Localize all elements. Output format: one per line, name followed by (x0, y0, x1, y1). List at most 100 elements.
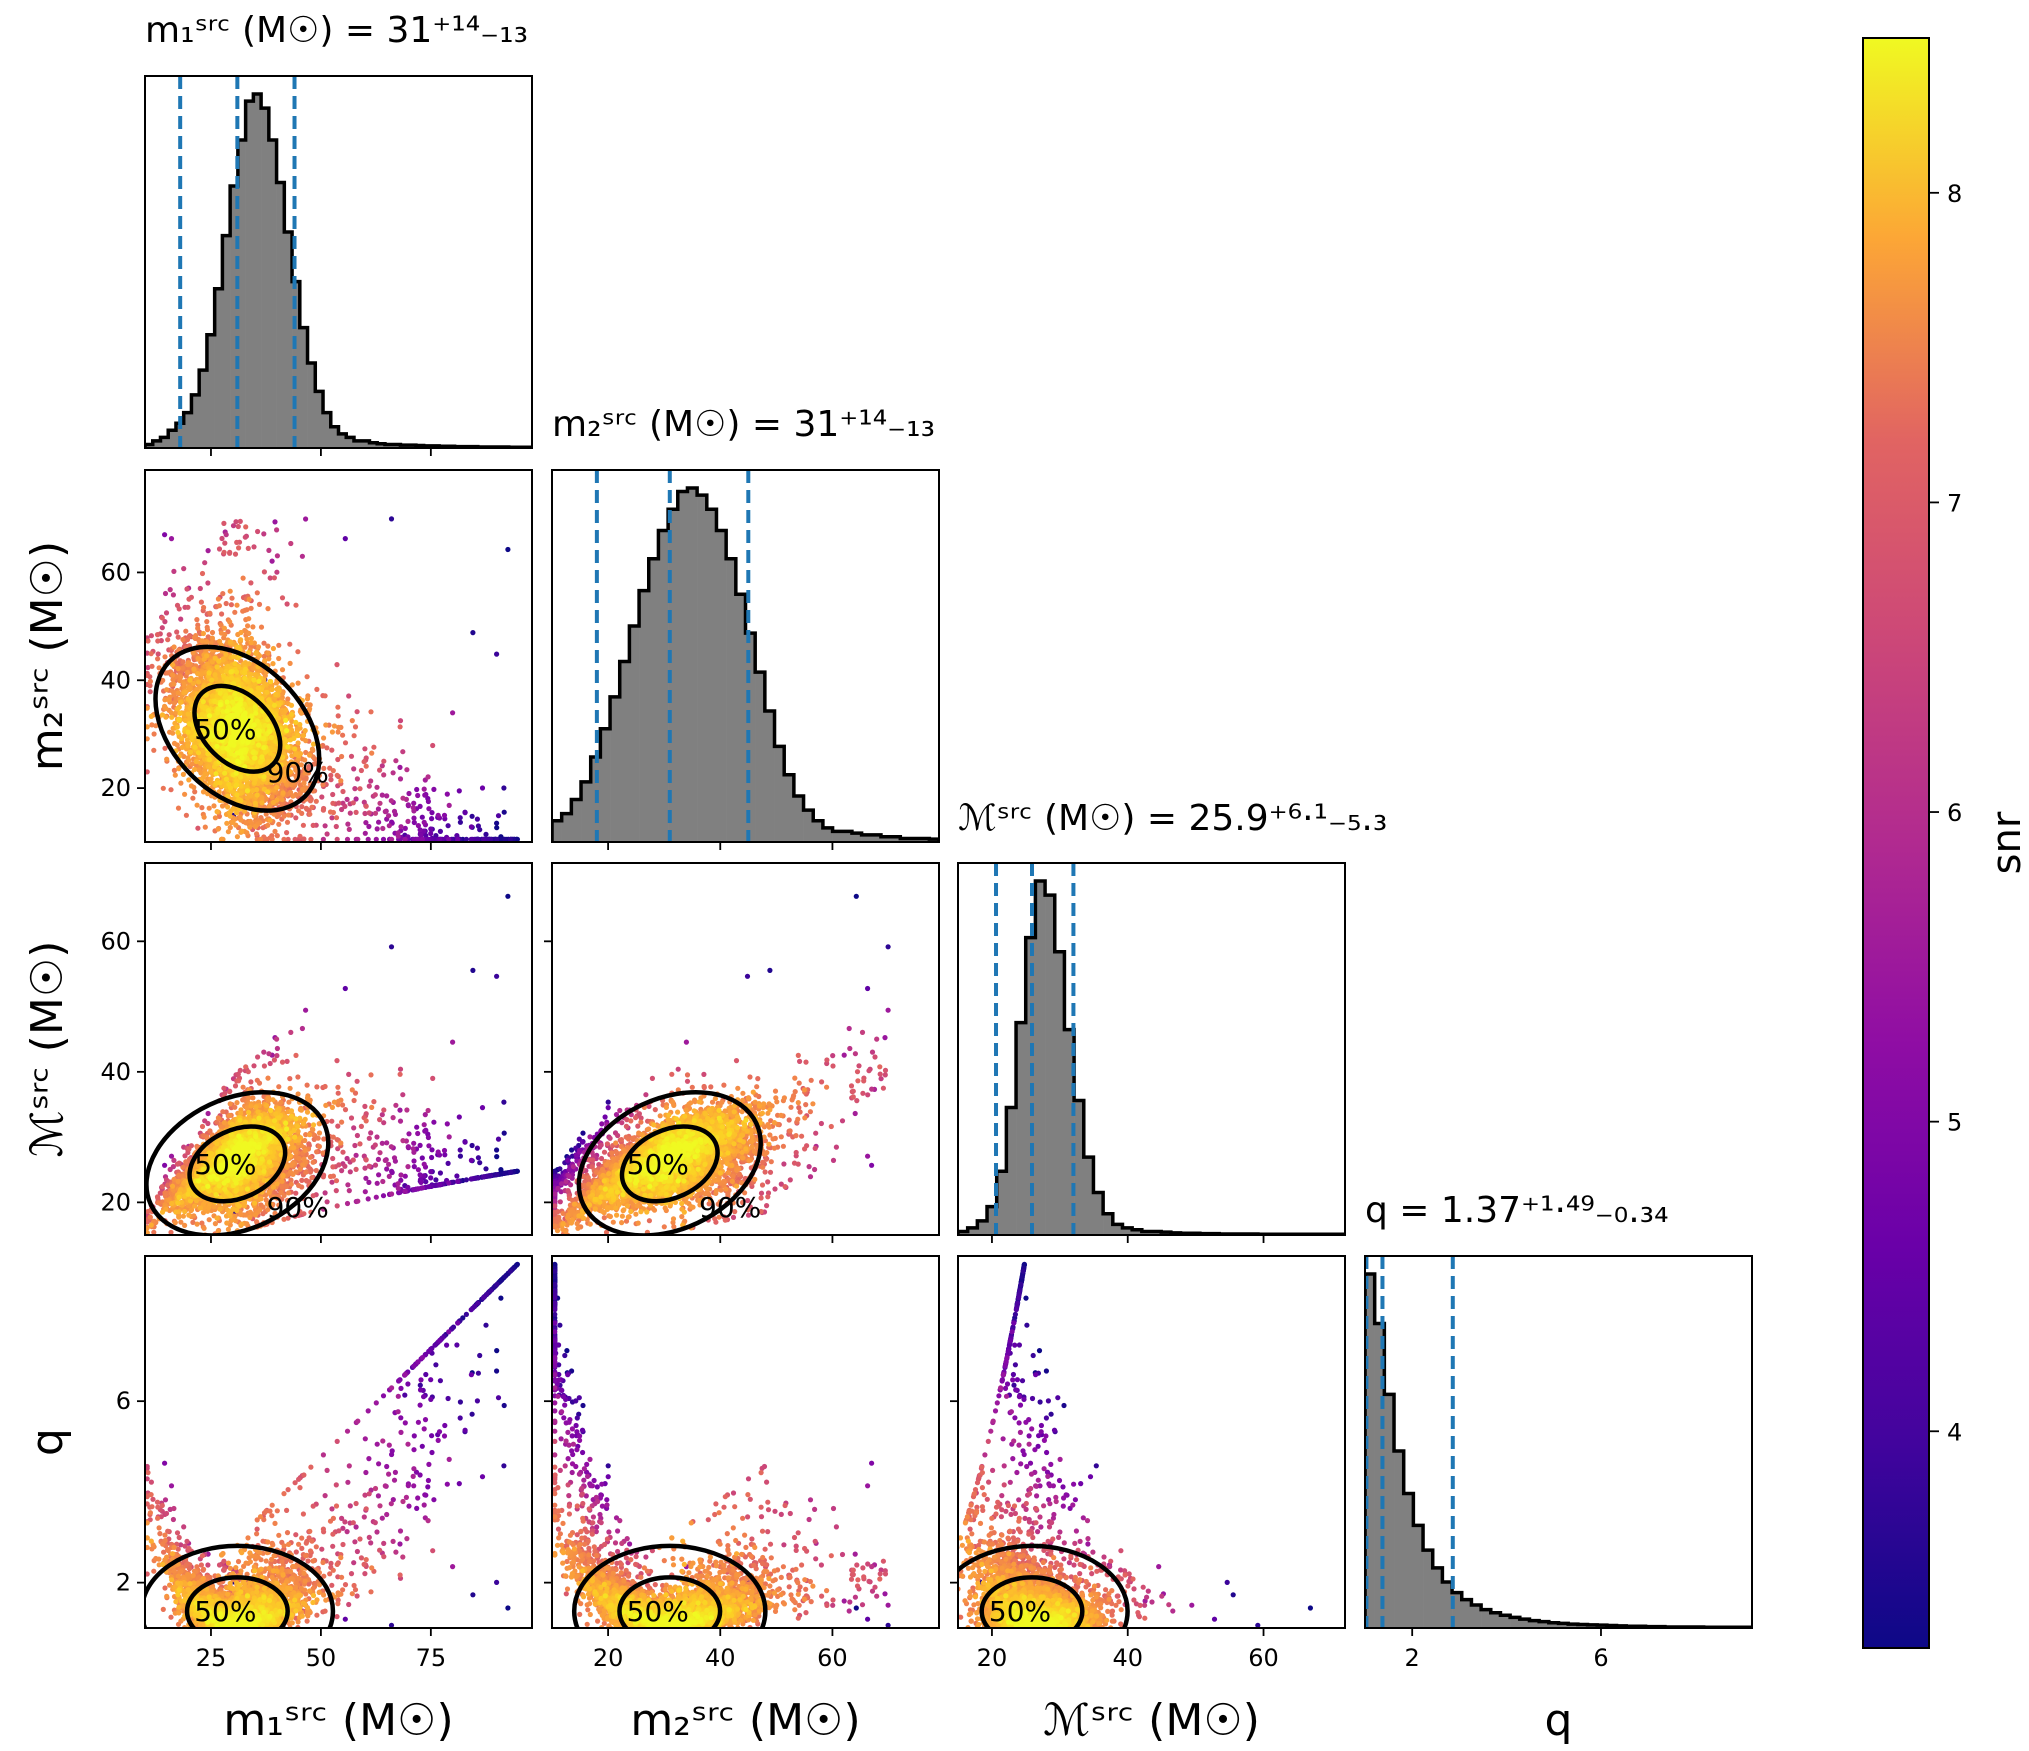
sample-point (219, 611, 225, 617)
sample-point (487, 836, 494, 842)
sample-point (494, 820, 500, 826)
sample-point (404, 767, 410, 773)
sample-point (227, 588, 233, 594)
sample-point (256, 678, 262, 684)
sample-point (243, 524, 249, 530)
sample-point (245, 545, 251, 552)
sample-point (368, 778, 374, 784)
sample-point (183, 628, 189, 634)
sample-point (437, 836, 443, 842)
sample-point (207, 780, 213, 786)
sample-point (272, 828, 278, 835)
sample-point (163, 705, 169, 712)
sample-point (181, 681, 187, 688)
sample-point (255, 685, 261, 691)
sample-point (246, 630, 252, 637)
sample-point (330, 768, 336, 774)
sample-point (271, 575, 277, 581)
sample-point (261, 640, 267, 646)
sample-point (306, 764, 312, 770)
histogram-bar (346, 437, 355, 448)
sample-point (279, 595, 286, 601)
sample-point (217, 780, 223, 786)
sample-point (199, 570, 206, 577)
sample-point (307, 706, 313, 712)
histogram-bar (206, 334, 215, 448)
sample-point (374, 826, 380, 832)
sample-point (195, 750, 202, 756)
sample-point (197, 585, 203, 592)
sample-point (186, 596, 192, 602)
sample-point (145, 672, 150, 678)
histogram-bar (323, 412, 332, 448)
sample-point (145, 769, 150, 775)
sample-point (411, 815, 417, 821)
sample-point (206, 757, 213, 763)
sample-point (400, 795, 406, 801)
sample-point (162, 532, 168, 538)
sample-point (178, 616, 184, 622)
sample-point (494, 651, 500, 657)
histogram-bar (175, 423, 184, 448)
sample-point (155, 651, 161, 657)
sample-point (358, 767, 364, 774)
sample-point (177, 699, 184, 705)
sample-point (273, 680, 280, 686)
sample-point (240, 575, 246, 581)
sample-point (170, 592, 176, 598)
sample-point (284, 830, 290, 836)
sample-point (352, 786, 358, 792)
sample-point (428, 830, 434, 837)
sample-point (172, 772, 178, 778)
sample-point (371, 744, 377, 750)
sample-point (151, 731, 157, 737)
sample-point (301, 780, 307, 786)
sample-point (230, 758, 236, 764)
histogram-bar (353, 440, 363, 448)
sample-point (422, 792, 428, 798)
sample-point (415, 823, 421, 829)
sample-point (204, 627, 211, 633)
sample-point (166, 632, 172, 638)
sample-point (253, 650, 259, 657)
sample-point (455, 836, 461, 842)
sample-point (209, 677, 215, 683)
sample-point (475, 836, 481, 842)
sample-point (395, 833, 401, 839)
sample-point (254, 690, 260, 696)
histogram-bar (369, 442, 378, 448)
sample-point (243, 820, 249, 826)
sample-point (174, 724, 180, 730)
sample-point (470, 630, 476, 636)
sample-point (414, 786, 420, 793)
sample-point (185, 729, 191, 735)
sample-point (301, 836, 307, 842)
sample-point (292, 746, 298, 752)
sample-point (330, 791, 336, 798)
sample-point (204, 653, 210, 659)
sample-point (269, 734, 275, 741)
sample-point (187, 677, 193, 683)
sample-point (272, 519, 278, 525)
sample-point (162, 697, 168, 703)
sample-point (363, 820, 369, 826)
sample-point (254, 787, 260, 793)
sample-point (233, 782, 239, 789)
sample-point (195, 825, 201, 831)
histogram-bar (152, 440, 161, 448)
sample-point (322, 693, 328, 699)
sample-point (236, 545, 242, 551)
sample-point (379, 763, 385, 769)
sample-point (266, 723, 272, 729)
sample-point (281, 836, 287, 842)
sample-point (299, 804, 305, 810)
sample-point (240, 608, 246, 614)
sample-point (187, 749, 194, 755)
sample-point (269, 558, 275, 564)
sample-point (418, 832, 424, 838)
histogram-bar (330, 426, 339, 448)
sample-point (229, 595, 235, 601)
sample-point (261, 531, 267, 537)
sample-point (265, 643, 271, 649)
